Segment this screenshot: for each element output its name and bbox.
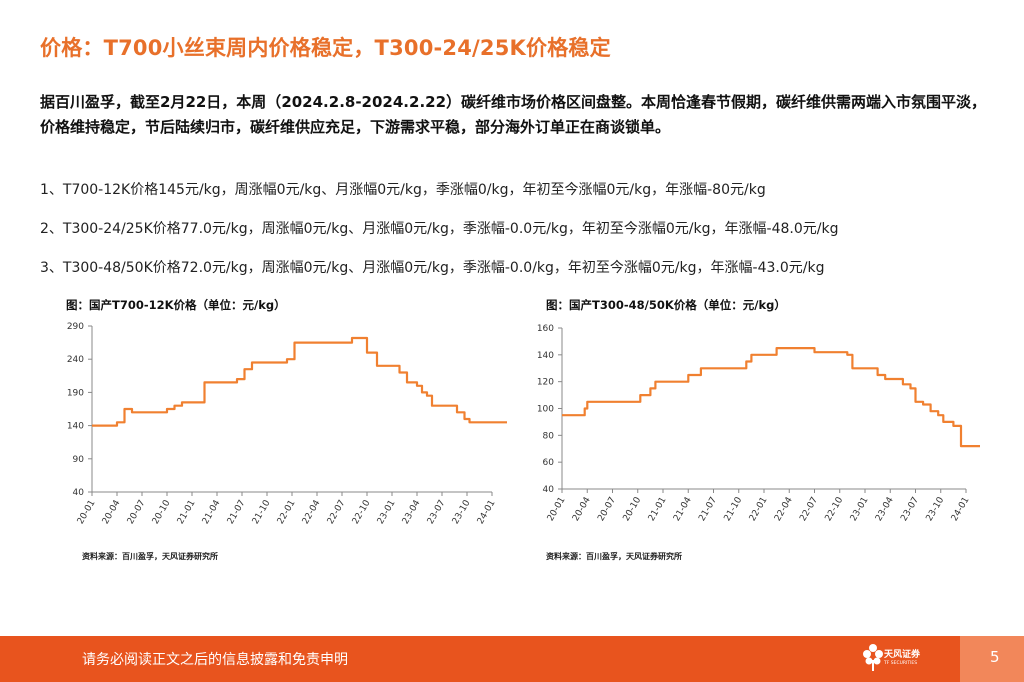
x-tick-label: 20-10 [151,498,173,526]
x-tick-label: 23-01 [849,496,871,524]
y-tick-label: 40 [543,485,555,495]
y-tick-label: 90 [73,455,85,465]
tf-flower-icon [863,644,883,671]
x-tick-label: 21-01 [176,499,198,527]
y-tick-label: 290 [67,322,84,332]
y-tick-label: 140 [67,422,84,432]
x-tick-label: 21-07 [697,496,719,524]
chart2-title: 图：国产T300-48/50K价格（单位：元/kg） [546,298,786,312]
x-tick-label: 22-07 [326,499,348,527]
x-tick-label: 22-07 [798,496,820,524]
x-tick-label: 23-10 [451,498,473,526]
x-tick-label: 23-04 [874,495,896,523]
x-tick-label: 21-01 [647,496,669,524]
logo-text: 天风证券 [884,650,921,660]
x-tick-label: 21-10 [723,495,745,523]
page-number-box [960,636,1024,682]
x-tick-label: 20-07 [596,496,618,524]
y-tick-label: 160 [537,324,554,334]
disclaimer-notice[interactable]: 请务必阅读正文之后的信息披露和免责申明 [82,652,348,668]
x-tick-label: 23-04 [401,498,423,526]
x-tick-label: 22-01 [748,496,770,524]
x-tick-label: 21-10 [251,498,273,526]
chart1-title: 图：国产T700-12K价格（单位：元/kg） [66,298,286,312]
price-item-t300-25k: 2、T300-24/25K价格77.0元/kg，周涨幅0元/kg、月涨幅0元/k… [40,221,839,237]
x-tick-label: 21-04 [672,495,694,523]
x-tick-label: 20-04 [101,498,123,526]
x-tick-label: 20-10 [622,495,644,523]
x-tick-label: 23-07 [426,499,448,527]
y-tick-label: 60 [543,458,555,468]
x-tick-label: 22-01 [276,499,298,527]
x-tick-label: 24-01 [476,499,498,527]
x-tick-label: 20-07 [126,499,148,527]
y-tick-label: 100 [537,405,554,415]
page-number: 5 [990,648,1000,666]
x-tick-label: 23-01 [376,499,398,527]
y-tick-label: 190 [67,388,84,398]
chart2-source: 资料来源：百川盈孚，天风证券研究所 [546,552,682,561]
y-tick-label: 140 [537,351,554,361]
x-tick-label: 22-04 [773,495,795,523]
series-line-T700-12K [92,336,507,427]
x-tick-label: 20-04 [571,495,593,523]
x-tick-label: 24-01 [950,496,972,524]
x-tick-label: 22-04 [301,498,323,526]
logo-subtext: TF SECURITIES [884,661,918,666]
series-line-T300-48/50K [562,347,980,448]
y-tick-label: 40 [73,488,85,498]
x-tick-label: 21-07 [226,499,248,527]
x-tick-label: 20-01 [76,499,98,527]
x-tick-label: 22-10 [824,495,846,523]
summary-paragraph: 据百川盈孚，截至2月22日，本周（2024.2.8-2024.2.22）碳纤维市… [40,93,987,136]
price-item-t700: 1、T700-12K价格145元/kg，周涨幅0元/kg、月涨幅0元/kg，季涨… [40,182,766,198]
y-tick-label: 80 [543,431,555,441]
y-tick-label: 120 [537,378,554,388]
chart1-source: 资料来源：百川盈孚，天风证券研究所 [82,552,218,561]
x-tick-label: 22-10 [351,498,373,526]
x-tick-label: 23-07 [899,496,921,524]
tf-securities-logo: 天风证券 TF SECURITIES [862,642,942,678]
y-tick-label: 240 [67,355,84,365]
footer-bar: 请务必阅读正文之后的信息披露和免责申明 天风证券 TF SECURITIES 5 [0,636,1024,682]
page-title: 价格：T700小丝束周内价格稳定，T300-24/25K价格稳定 [40,36,611,60]
price-item-t300-50k: 3、T300-48/50K价格72.0元/kg，周涨幅0元/kg、月涨幅0元/k… [40,260,825,276]
x-tick-label: 23-10 [925,495,947,523]
x-tick-label: 21-04 [201,498,223,526]
x-tick-label: 20-01 [546,496,568,524]
